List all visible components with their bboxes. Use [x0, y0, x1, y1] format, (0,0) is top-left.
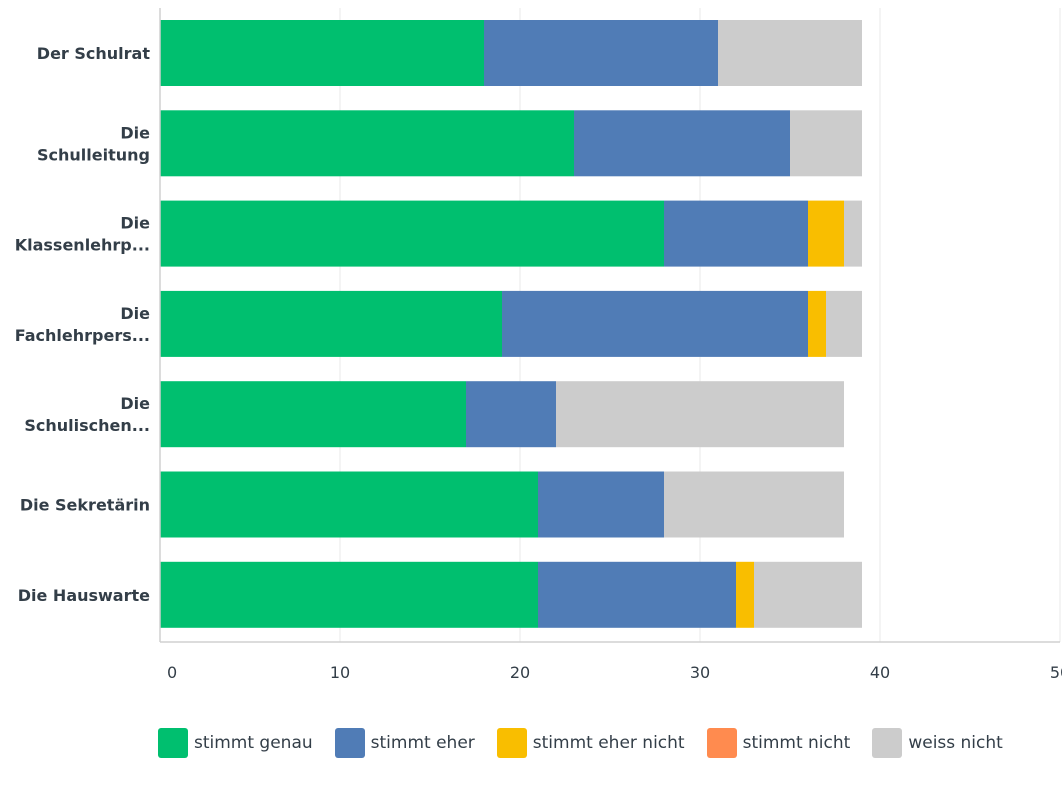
legend-swatch	[158, 728, 188, 758]
x-tick-label: 10	[330, 663, 350, 682]
x-tick-label: 0	[167, 663, 177, 682]
bar-segment	[790, 110, 862, 177]
axes	[159, 8, 1060, 643]
bars	[160, 20, 862, 628]
x-tick-label: 50	[1050, 663, 1062, 682]
category-label: Schulleitung	[37, 145, 150, 164]
legend-label: weiss nicht	[908, 733, 1003, 753]
legend-label: stimmt eher	[370, 733, 475, 753]
x-tick-label: 20	[510, 663, 530, 682]
legend-item: stimmt genau	[158, 728, 313, 758]
legend-swatch	[496, 728, 527, 758]
bar-segment	[484, 20, 718, 86]
category-label: Die	[120, 304, 150, 323]
stacked-bar-chart: 0 10 20 30 40 50 Der Schulrat Die Schulleitung Di…	[15, 8, 1062, 682]
bar-segment	[754, 561, 862, 628]
bar-segment	[736, 561, 754, 628]
x-tick-label: 40	[870, 663, 890, 682]
bar-segment	[808, 290, 826, 357]
legend-item: stimmt eher	[334, 728, 475, 758]
bar-segment	[160, 20, 484, 86]
legend: stimmt genau stimmt eher stimmt eher nicht…	[158, 728, 1038, 766]
category-label: Der Schulrat	[37, 44, 151, 63]
bar-segment	[664, 471, 844, 538]
bar-segment	[160, 381, 466, 448]
legend-item: weiss nicht	[872, 728, 1003, 758]
legend-label: stimmt genau	[194, 733, 313, 753]
category-label: Schulischen...	[24, 416, 150, 435]
category-label: Fachlehrpers...	[15, 326, 150, 345]
legend-swatch	[872, 728, 903, 758]
category-label: Die	[120, 214, 150, 233]
category-label: Die Sekretärin	[20, 496, 150, 515]
category-label: Die	[120, 394, 150, 413]
bar-segment	[466, 381, 556, 448]
bar-segment	[844, 200, 862, 267]
legend-item: stimmt eher nicht	[496, 728, 685, 758]
legend-item: stimmt nicht	[706, 728, 851, 758]
x-tick-label: 30	[690, 663, 710, 682]
bar-segment	[538, 561, 736, 628]
category-label: Klassenlehrp...	[15, 236, 150, 255]
bar-segment	[718, 20, 862, 86]
category-label: Die	[120, 123, 150, 142]
bar-segment	[160, 110, 574, 177]
bar-segment	[556, 381, 844, 448]
bar-segment	[808, 200, 844, 267]
legend-swatch	[706, 728, 737, 758]
bar-segment	[502, 290, 808, 357]
legend-swatch	[334, 728, 365, 758]
bar-segment	[664, 200, 808, 267]
bar-segment	[160, 561, 538, 628]
legend-label: stimmt nicht	[742, 733, 851, 753]
bar-segment	[160, 471, 538, 538]
bar-segment	[574, 110, 790, 177]
bar-segment	[826, 290, 862, 357]
legend-label: stimmt eher nicht	[532, 733, 685, 753]
labels: 0 10 20 30 40 50 Der Schulrat Die Schulleitung Di…	[15, 44, 1062, 682]
category-label: Die Hauswarte	[18, 586, 150, 605]
bar-segment	[538, 471, 664, 538]
bar-segment	[160, 200, 664, 267]
bar-segment	[160, 290, 502, 357]
